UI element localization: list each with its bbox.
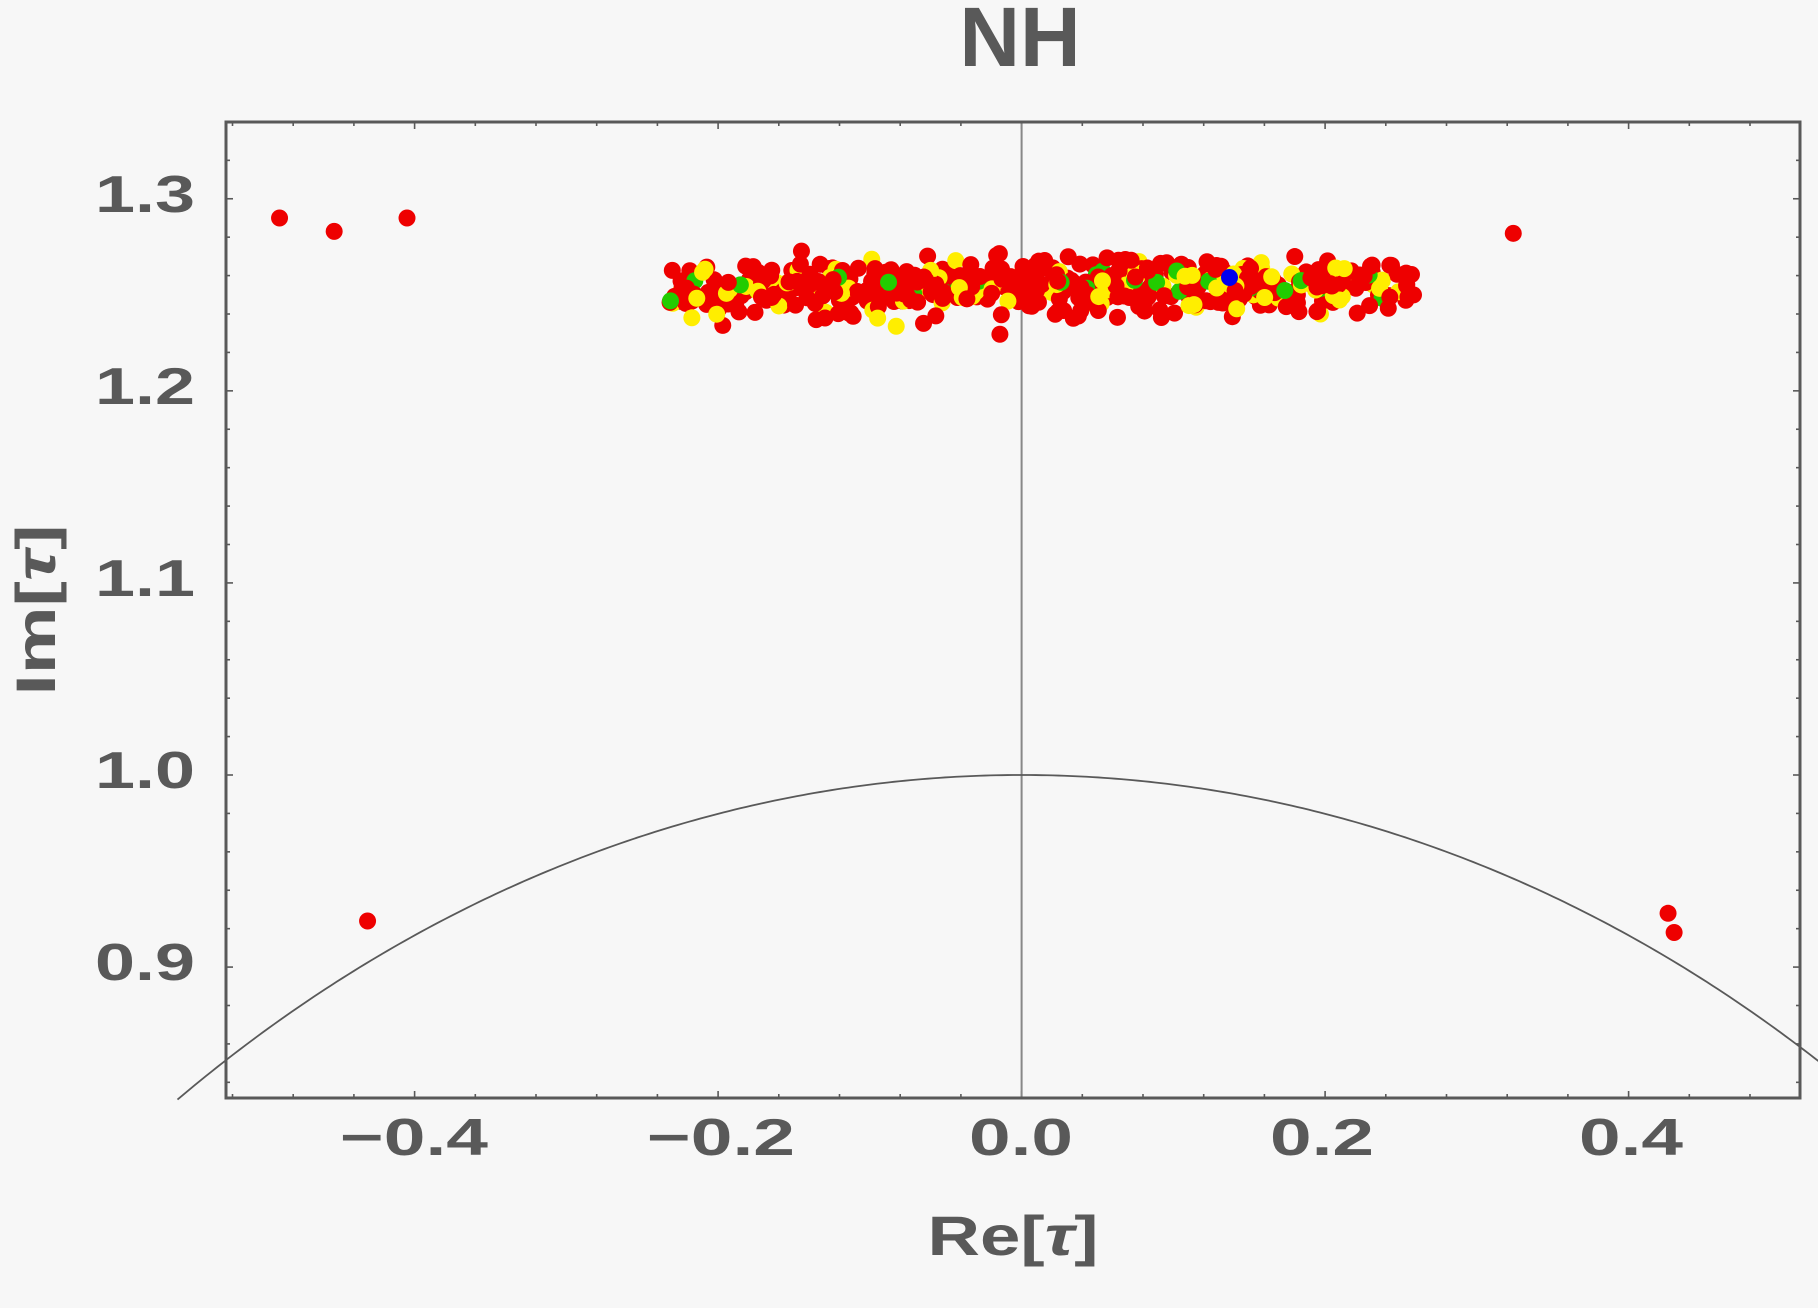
- svg-text:0.9: 0.9: [95, 934, 195, 992]
- svg-text:0.0: 0.0: [969, 1109, 1073, 1167]
- svg-text:1.0: 1.0: [95, 742, 195, 800]
- svg-text:−0.2: −0.2: [647, 1109, 795, 1167]
- svg-text:−0.4: −0.4: [340, 1109, 488, 1167]
- svg-text:0.2: 0.2: [1270, 1109, 1374, 1167]
- svg-text:1.1: 1.1: [95, 550, 195, 608]
- svg-text:Re[τ]: Re[τ]: [928, 1204, 1099, 1267]
- svg-text:1.3: 1.3: [95, 166, 195, 224]
- svg-text:1.2: 1.2: [95, 358, 195, 416]
- svg-text:0.4: 0.4: [1579, 1109, 1683, 1167]
- svg-text:Im[τ]: Im[τ]: [4, 525, 67, 696]
- svg-text:NH: NH: [959, 0, 1080, 84]
